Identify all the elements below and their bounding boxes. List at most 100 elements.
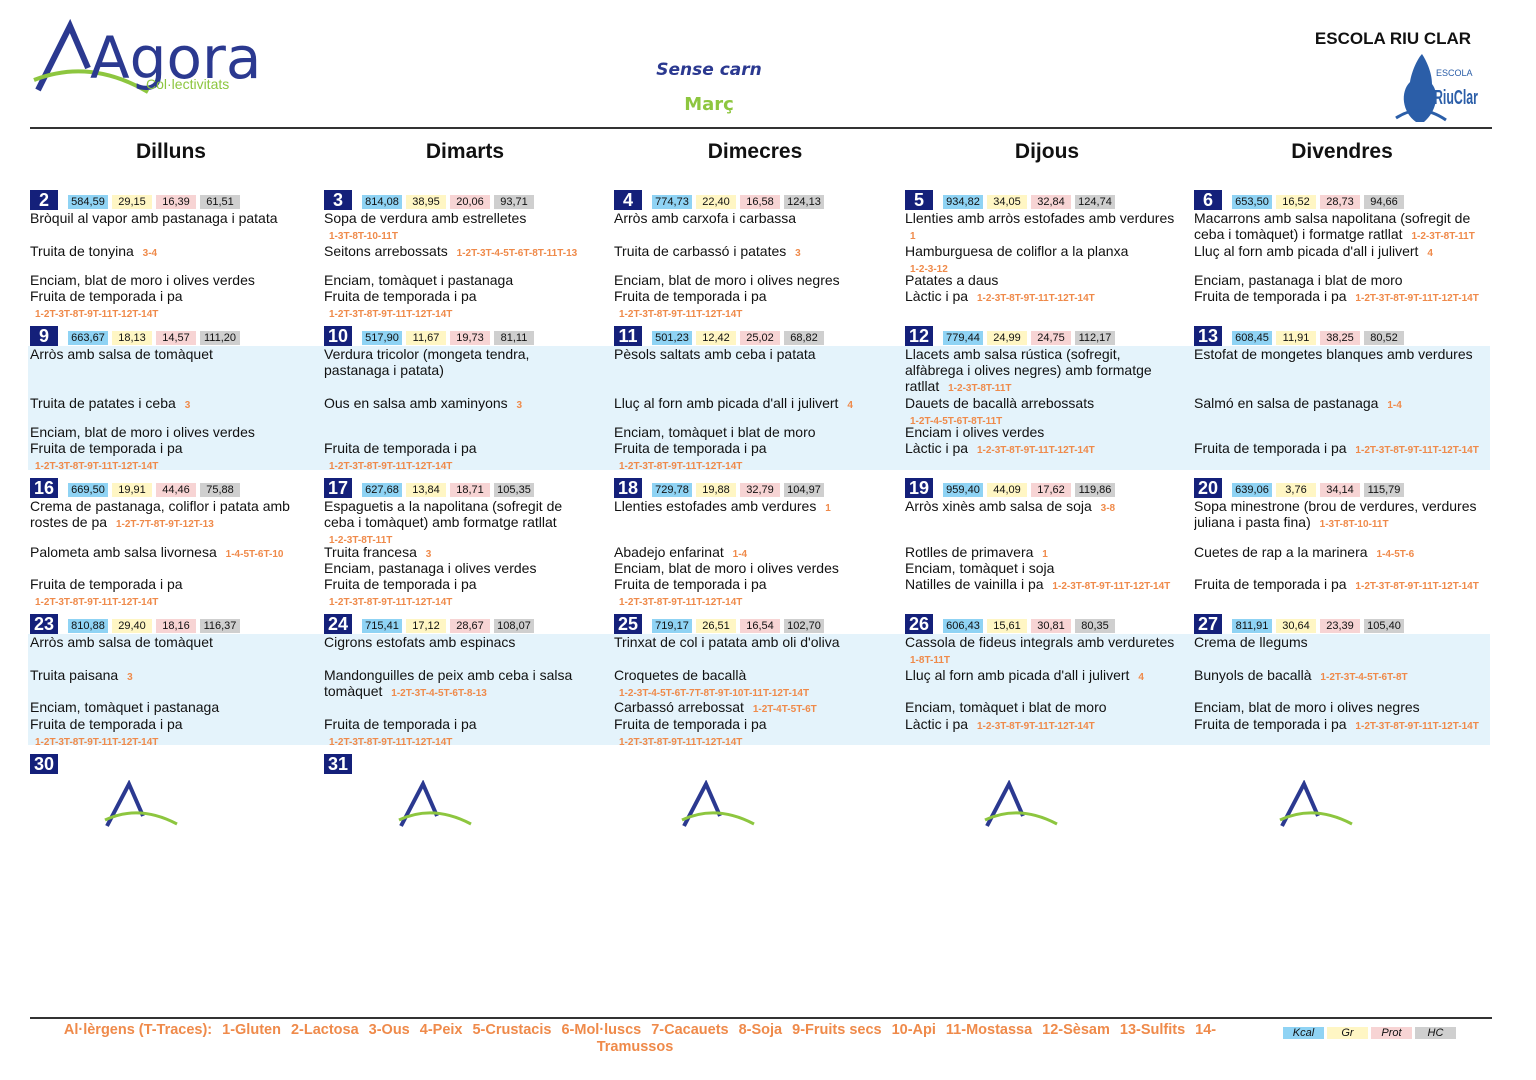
dish: Fruita de temporada i pa 1-2T-3T-8T-9T-1… [30,288,296,323]
nutrition-value: 14,57 [156,331,196,345]
nutrition-value: 68,82 [784,331,824,345]
dish: Seitons arrebossats 1-2T-3T-4-5T-6T-8T-1… [324,243,594,262]
logo-water [1395,109,1447,122]
brand-sub: Col·lectivitats [146,76,229,92]
nutrition: 639,06 3,76 34,14 115,79 [1232,483,1404,497]
dish-name: Fruita de temporada i pa [614,576,767,592]
day-number: 24 [324,614,352,634]
dish: Macarrons amb salsa napolitana (sofregit… [1194,210,1490,245]
logo-a [399,780,439,827]
dish-allergens: 4 [1138,672,1144,683]
dish: Truita paisana 3 [30,667,296,686]
nutrition-value: 38,95 [406,195,446,209]
brand: Agora [90,24,261,92]
dish-allergens: 1-2T-3T-8T-9T-11T-12T-14T [35,737,159,748]
allergen-item: 6-Mol·luscs [561,1022,642,1038]
dish-allergens: 1-2-3T-8T-11T [1411,231,1475,242]
dish-allergens: 1-2T-3T-8T-9T-11T-12T-14T [35,309,159,320]
dish-name: Làctic i pa [905,288,969,304]
school-name: ESCOLA RIU CLAR [1314,29,1472,48]
nutrition-value: 719,17 [652,619,692,633]
dish-allergens: 1-2T-3T-8T-9T-11T-12T-14T [1355,581,1479,592]
dish: Fruita de temporada i pa 1-2T-3T-8T-9T-1… [614,716,884,751]
dish: Truita de tonyina 3-4 [30,243,296,262]
weekday: Divendres [1291,140,1393,163]
dish-name: Lluç al forn amb picada d'all i julivert [1194,243,1419,259]
dish-name: Hamburguesa de coliflor a la planxa [905,243,1129,259]
legend-item: Kcal [1283,1027,1324,1039]
nutrition-value: 608,45 [1232,331,1272,345]
dish-allergens: 1-2-3-12 [910,264,948,275]
day-number: 31 [324,754,352,774]
dish: Fruita de temporada i pa 1-2T-3T-8T-9T-1… [324,440,594,475]
day-number: 4 [614,190,642,210]
nutrition-value: 17,12 [406,619,446,633]
dish: Enciam, blat de moro i olives verdes [30,424,296,440]
dish-name: Fruita de temporada i pa [324,288,477,304]
nutrition-value: 115,79 [1364,483,1404,497]
logo-swoosh [104,811,178,826]
dish-name: Natilles de vainilla i pa [905,576,1044,592]
logo-a [105,780,145,827]
nutrition-value: 94,66 [1364,195,1404,209]
dish-name: Cuetes de rap a la marinera [1194,544,1368,560]
dish-name: Ous en salsa amb xaminyons [324,395,508,411]
dish-name: Verdura tricolor (mongeta tendra, pastan… [324,346,530,378]
nutrition-value: 61,51 [200,195,240,209]
dish-allergens: 1-2T-3T-8T-9T-11T-12T-14T [1355,721,1479,732]
day-number: 13 [1194,326,1222,346]
dish: Patates a daus [905,272,1175,288]
dish-allergens: 1-2T-3T-8T-9T-11T-12T-14T [1355,293,1479,304]
dish: Enciam, pastanaga i blat de moro [1194,272,1490,288]
dish: Ous en salsa amb xaminyons 3 [324,395,594,414]
mini-logo [984,780,1058,827]
dish: Llenties estofades amb verdures 1 [614,498,884,517]
dish-allergens: 1-2T-3T-4-5T-6T-8T [1320,672,1408,683]
day-number: 20 [1194,478,1222,498]
day-cell: 23 810,88 29,40 18,16 116,37 Arròs amb salsa … [30,614,296,764]
day-cell: 6 653,50 16,52 28,73 94,66 Macarrons amb sals… [1194,190,1490,340]
dish-allergens: 1-2T-3T-8T-9T-11T-12T-14T [35,461,159,472]
nutrition-value: 80,52 [1364,331,1404,345]
dish-allergens: 4 [1427,248,1433,259]
dish-name: Sopa de verdura amb estrelletes [324,210,527,226]
dish-allergens: 1-8T-11T [910,655,951,666]
dish-name: Enciam, blat de moro i olives verdes [30,272,255,288]
dish: Fruita de temporada i pa 1-2T-3T-8T-9T-1… [30,576,296,611]
nutrition-value: 19,73 [450,331,490,345]
dish-allergens: 1-2-3T-4-5T-6T-7T-8T-9T-10T-11T-12T-14T [619,688,810,699]
nutrition: 715,41 17,12 28,67 108,07 [362,619,534,633]
day-cell: 31 [324,754,594,904]
dish-name: Fruita de temporada i pa [1194,576,1347,592]
nutrition-value: 28,67 [450,619,490,633]
dish: Enciam, tomàquet i blat de moro [905,699,1175,715]
day-cell: 3 814,08 38,95 20,06 93,71 Sopa de verdura am… [324,190,594,340]
nutrition-value: 108,07 [494,619,534,633]
dish: Lluç al forn amb picada d'all i julivert… [614,395,884,414]
dish-allergens: 1-2T-3T-8T-9T-11T-12T-14T [619,597,743,608]
nutrition-value: 24,75 [1031,331,1071,345]
nutrition: 608,45 11,91 38,25 80,52 [1232,331,1404,345]
allergen-item: 7-Cacauets [651,1022,729,1038]
day-number: 19 [905,478,933,498]
dish-name: Llenties estofades amb verdures [614,498,817,514]
dish-allergens: 1 [910,231,916,242]
dish-name: Sopa minestrone (brou de verdures, verdu… [1194,498,1477,530]
dish-name: Fruita de temporada i pa [614,716,767,732]
school-logo: ESCOLA RiuClar [1395,54,1478,122]
dish-name: Truita de carbassó i patates [614,243,787,259]
dish: Llacets amb salsa rústica (sofregit, alf… [905,346,1175,397]
day-number: 3 [324,190,352,210]
day-number: 16 [30,478,58,498]
nutrition-value: 111,20 [200,331,240,345]
dish-allergens: 1-2-3T-8T-9T-11T-12T-14T [976,445,1095,456]
dish-allergens: 1-2T-3T-8T-9T-11T-12T-14T [1355,445,1479,456]
nutrition-value: 32,84 [1031,195,1071,209]
allergen-title: Al·lèrgens (T-Traces): [63,1022,213,1038]
logo-swoosh [33,69,150,94]
dish: Dauets de bacallà arrebossats 1-2T-4-5T-… [905,395,1175,430]
nutrition-value: 729,78 [652,483,692,497]
dish-name: Enciam i olives verdes [905,424,1045,440]
nutrition-value: 669,50 [68,483,108,497]
nutrition-value: 112,17 [1075,331,1115,345]
